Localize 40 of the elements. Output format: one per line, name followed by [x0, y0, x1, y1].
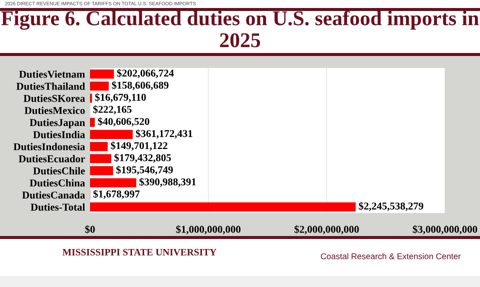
y-tick-label: DutiesEcuador: [18, 155, 85, 162]
y-tick-label: DutiesIndonesia: [14, 142, 85, 150]
x-tick-label: $1,000,000,000: [176, 225, 240, 234]
data-label: $222,165: [93, 105, 132, 114]
bar: [90, 178, 136, 188]
bar: [90, 70, 114, 79]
text: MISSISSIPPI STATE UNIVERSITY: [62, 248, 216, 256]
data-label: $1,678,997: [93, 190, 140, 199]
data-label: $202,066,724: [117, 69, 174, 78]
y-tick-label: DutiesThailand: [16, 82, 86, 90]
bar: [90, 118, 95, 127]
data-label: $40,606,520: [98, 117, 150, 126]
y-tick-label: DutiesChile: [33, 167, 85, 174]
y-tick-label: DutiesMexico: [24, 106, 85, 114]
y-tick-label: Duties-Total: [30, 203, 85, 211]
data-label: $2,245,538,279: [358, 202, 424, 212]
data-label: $158,606,689: [112, 81, 168, 90]
x-tick-label: $3,000,000,000: [412, 225, 478, 234]
x-tick-label: $2,000,000,000: [294, 225, 359, 234]
y-tick-label: DutiesCanada: [22, 191, 85, 199]
data-label: $179,432,805: [114, 154, 171, 163]
chart-title: Figure 6. Calculated duties on U.S. seafood imports in 2025: [1, 10, 479, 48]
y-tick-label: DutiesChina: [30, 179, 85, 187]
bar: [90, 202, 356, 212]
bar: [90, 130, 133, 139]
data-label: $361,172,431: [136, 129, 192, 139]
y-tick-label: DutiesSKorea: [24, 94, 85, 102]
bar: [90, 166, 114, 176]
bar: [90, 82, 109, 91]
text: Coastal Research & Extension Center: [320, 253, 461, 260]
bar: [90, 142, 108, 152]
data-label: $195,546,749: [116, 166, 173, 175]
data-label: $16,679,110: [95, 93, 146, 102]
data-label: $149,701,122: [110, 142, 168, 151]
data-label: $390,988,391: [139, 178, 196, 187]
y-tick-label: DutiesJapan: [30, 118, 85, 128]
y-tick-label: DutiesIndia: [33, 130, 85, 138]
bar: [90, 154, 112, 164]
x-tick-label: $0: [85, 225, 95, 234]
y-tick-label: DutiesVietnam: [19, 70, 85, 78]
